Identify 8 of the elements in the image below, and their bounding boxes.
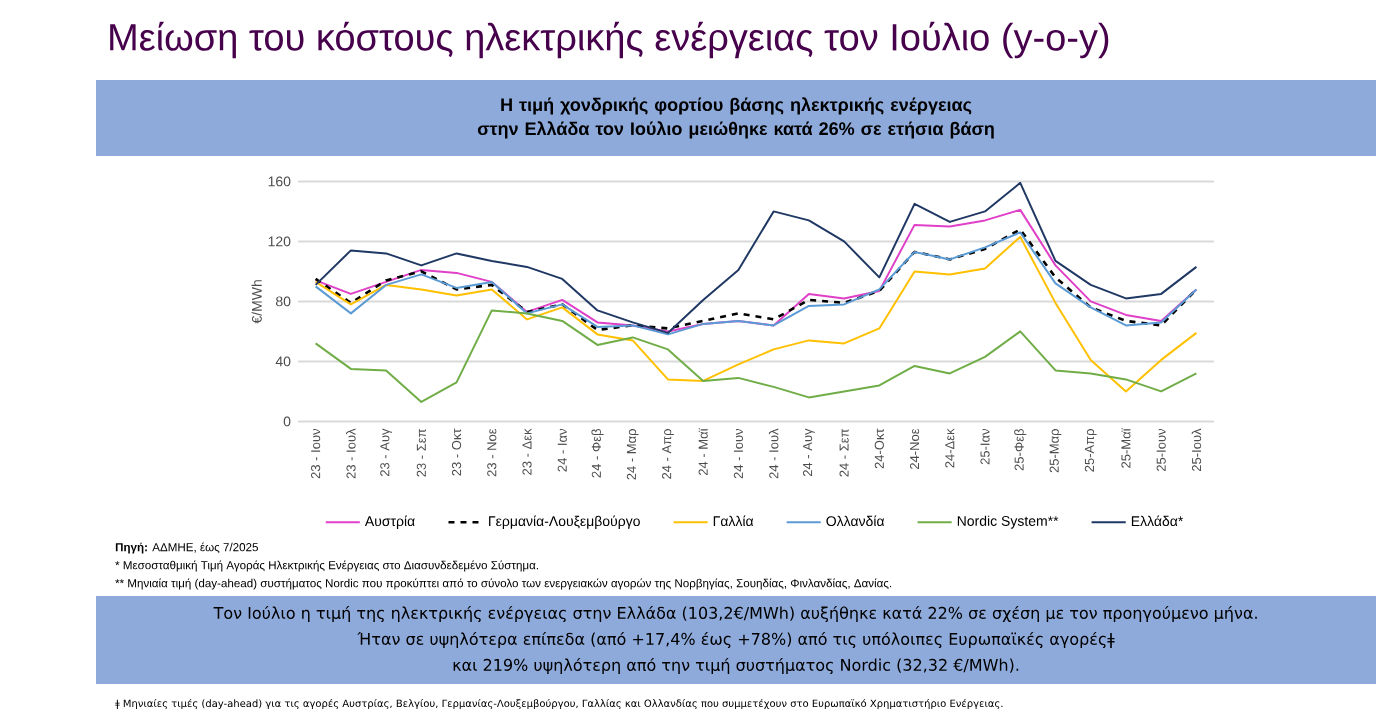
chart-subtitle: Η τιμή χονδρικής φορτίου βάσης ηλεκτρικής ενέργειας στην Ελλάδα τον Ιούλιο μειώθηκε κατά 26% σε ετήσια βάση — [477, 97, 994, 139]
line-series — [314, 208, 1198, 333]
text: και 219% υψηλότερη από την τιμή συστήματος Nordic (32,32 €/MWh). — [453, 657, 1019, 675]
line-series — [314, 235, 1198, 393]
text: Τον Ιούλιο η τιμή της ηλεκτρικής ενέργειας στην Ελλάδα (103,2€/MWh) αυξήθηκε κατά 22% σε σχέση με τον προηγούμενο μήνα. — [213, 605, 1257, 623]
chart-title: Μείωση του κόστους ηλεκτρικής ενέργειας τον Ιούλιο (y-o-y) — [110, 21, 1109, 59]
line-series — [314, 181, 1198, 334]
text: Ήταν σε υψηλότερα επίπεδα (από +17,4% έως +78%) από τις υπόλοιπες Ευρωπαϊκές αγορέςǂ — [357, 631, 1115, 649]
